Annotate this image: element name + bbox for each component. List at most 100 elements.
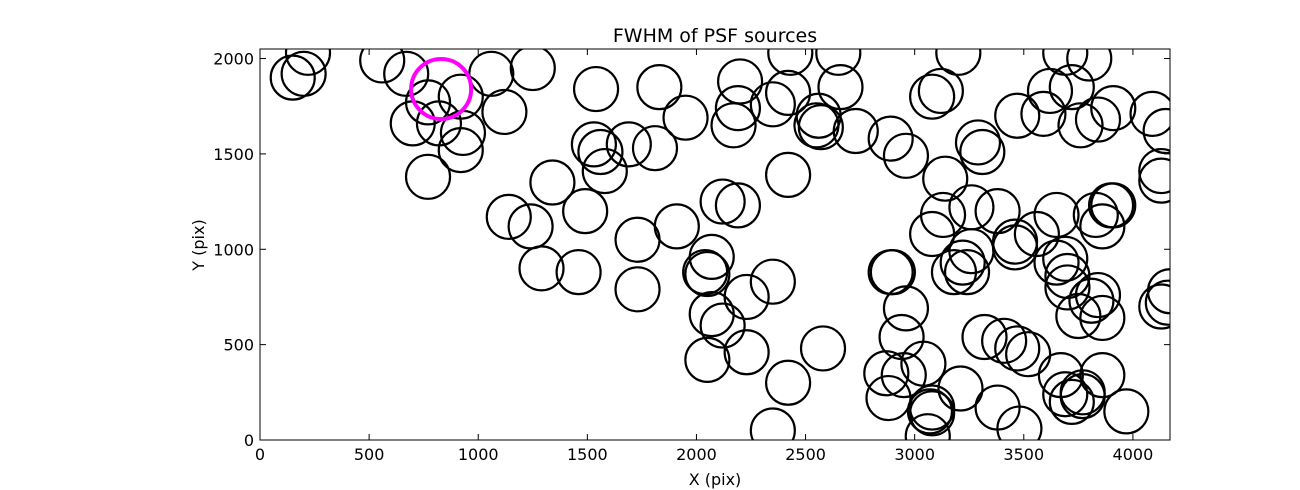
x-tick-label: 500 bbox=[354, 445, 385, 464]
psf-source-marker bbox=[867, 115, 914, 162]
psf-source-marker bbox=[765, 151, 812, 198]
psf-source-marker bbox=[1033, 239, 1080, 286]
psf-source-marker bbox=[1048, 64, 1095, 111]
psf-source-marker bbox=[1079, 294, 1126, 342]
psf-source-marker bbox=[1138, 283, 1170, 330]
psf-source-marker bbox=[562, 188, 609, 235]
psf-source-marker bbox=[653, 203, 700, 250]
psf-source-marker bbox=[1013, 210, 1060, 258]
psf-source-marker bbox=[765, 359, 812, 406]
psf-source-marker bbox=[404, 153, 452, 200]
psf-source-marker bbox=[961, 313, 1008, 361]
psf-source-marker bbox=[614, 266, 661, 313]
psf-source-marker bbox=[909, 210, 956, 258]
psf-source-marker bbox=[943, 249, 991, 296]
psf-source-marker bbox=[723, 273, 770, 321]
psf-source-marker bbox=[631, 125, 679, 172]
psf-source-marker bbox=[1048, 378, 1095, 425]
x-tick-label: 2000 bbox=[676, 445, 717, 464]
psf-source-marker bbox=[867, 249, 914, 296]
psf-source-marker bbox=[699, 178, 746, 225]
psf-source-marker bbox=[723, 329, 770, 376]
y-tick-label: 2000 bbox=[213, 50, 254, 69]
psf-source-marker bbox=[994, 325, 1041, 372]
psf-source-marker bbox=[797, 104, 844, 151]
chart-title: FWHM of PSF sources bbox=[613, 25, 817, 47]
psf-source-marker bbox=[935, 49, 982, 76]
psf-source-marker bbox=[765, 69, 812, 116]
y-tick-label: 500 bbox=[223, 336, 254, 355]
y-tick-label: 1500 bbox=[213, 145, 254, 164]
psf-source-marker bbox=[1138, 147, 1170, 195]
y-axis-ticks: 0 500 1000 1500 2000 bbox=[213, 50, 1170, 450]
psf-source-marker bbox=[699, 302, 746, 349]
psf-source-marker bbox=[793, 102, 840, 149]
psf-source-marker bbox=[981, 317, 1028, 364]
psf-source-marker bbox=[749, 81, 796, 128]
highlight-layer bbox=[409, 57, 474, 122]
x-tick-label: 1500 bbox=[567, 445, 608, 464]
psf-source-marker bbox=[684, 336, 731, 383]
psf-source-marker bbox=[815, 49, 862, 76]
psf-source-marker bbox=[684, 250, 731, 298]
psf-source-marker bbox=[917, 67, 964, 115]
plot-frame bbox=[259, 48, 1171, 441]
psf-source-marker bbox=[437, 73, 484, 120]
psf-source-marker bbox=[1079, 203, 1126, 250]
psf-source-marker bbox=[1020, 90, 1067, 137]
psf-source-marker bbox=[749, 258, 796, 305]
psf-source-marker bbox=[555, 249, 602, 296]
psf-source-marker bbox=[909, 73, 956, 120]
psf-source-marker bbox=[284, 49, 332, 76]
psf-source-marker bbox=[572, 65, 620, 113]
psf-source-marker bbox=[799, 325, 847, 372]
psf-source-marker bbox=[1142, 107, 1170, 155]
psf-source-marker bbox=[570, 121, 617, 168]
psf-source-marker bbox=[863, 350, 910, 397]
psf-source-marker bbox=[605, 121, 652, 168]
psf-source-marker bbox=[437, 126, 484, 174]
psf-source-marker bbox=[1068, 277, 1115, 324]
psf-source-marker bbox=[1066, 49, 1113, 82]
psf-source-marker bbox=[1074, 96, 1122, 143]
psf-source-marker bbox=[954, 119, 1002, 166]
psf-source-marker bbox=[662, 94, 709, 141]
psf-source-marker bbox=[869, 249, 916, 296]
psf-source-marker bbox=[636, 64, 683, 111]
psf-source-marker bbox=[714, 85, 762, 132]
psf-source-marker bbox=[882, 285, 930, 332]
psf-source-marker bbox=[1042, 371, 1089, 418]
psf-source-marker bbox=[1042, 49, 1089, 76]
points-layer bbox=[269, 49, 1170, 440]
psf-source-marker bbox=[1079, 352, 1126, 399]
x-axis-label: X (pix) bbox=[689, 470, 742, 489]
psf-source-marker bbox=[865, 374, 912, 422]
x-tick-label: 0 bbox=[255, 445, 265, 464]
y-axis-label: Y (pix) bbox=[189, 219, 208, 271]
psf-source-marker bbox=[1005, 331, 1052, 378]
psf-source-marker bbox=[1074, 271, 1122, 319]
psf-source-marker bbox=[1144, 279, 1170, 326]
psf-source-marker bbox=[1090, 85, 1137, 132]
psf-source-marker bbox=[280, 50, 327, 97]
psf-source-marker bbox=[904, 413, 951, 440]
x-tick-label: 1000 bbox=[458, 445, 499, 464]
psf-source-marker bbox=[581, 147, 628, 195]
psf-source-marker bbox=[880, 352, 927, 399]
psf-source-marker bbox=[882, 132, 930, 179]
psf-source-marker bbox=[1042, 235, 1089, 282]
psf-source-marker bbox=[710, 102, 757, 149]
psf-source-marker bbox=[688, 291, 735, 338]
psf-source-marker bbox=[481, 88, 528, 136]
highlighted-source-marker bbox=[409, 57, 474, 122]
y-tick-label: 0 bbox=[244, 431, 254, 450]
psf-source-marker bbox=[749, 407, 796, 440]
psf-source-marker bbox=[485, 193, 532, 240]
psf-source-marker bbox=[518, 245, 565, 292]
x-tick-label: 3000 bbox=[894, 445, 935, 464]
psf-source-marker bbox=[939, 239, 986, 286]
psf-source-marker bbox=[994, 92, 1041, 139]
psf-source-marker bbox=[767, 49, 814, 76]
psf-source-marker bbox=[937, 365, 984, 412]
psf-source-marker bbox=[714, 182, 762, 229]
